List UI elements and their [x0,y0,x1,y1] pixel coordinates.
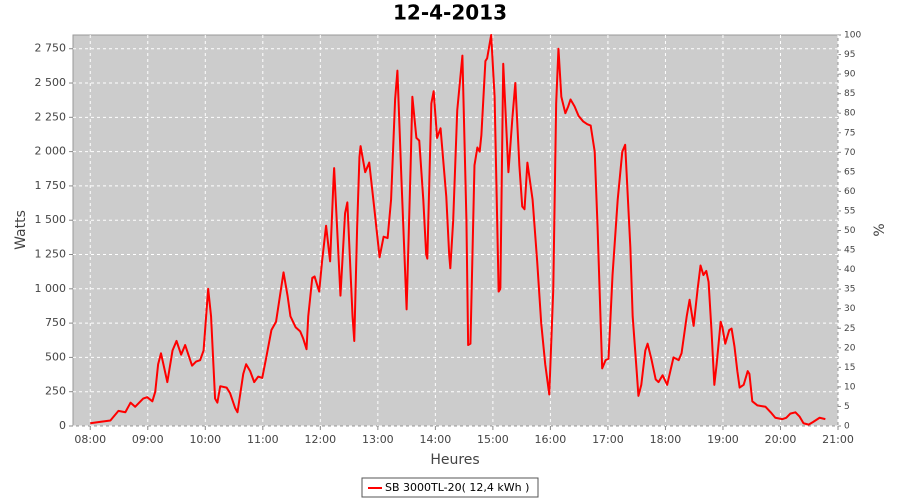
y2-tick-label: 15 [844,363,855,373]
y2-tick-label: 0 [844,422,850,432]
y2-tick-label: 40 [844,265,856,275]
y2-tick-label: 5 [844,402,850,412]
x-tick-label: 21:00 [822,433,854,446]
series-line [90,34,826,426]
y2-tick-label: 65 [844,167,855,177]
y2-tick-label: 80 [844,109,856,119]
y2-tick-label: 25 [844,324,855,334]
x-tick-label: 11:00 [247,433,279,446]
y-tick-label: 1 500 [35,213,67,226]
y-tick-label: 2 250 [35,110,67,123]
legend [361,477,539,498]
y-tick-label: 0 [59,419,66,432]
x-tick-label: 19:00 [707,433,739,446]
x-tick-label: 15:00 [477,433,509,446]
y-tick-label: 250 [45,385,66,398]
y-tick-label: 2 500 [35,76,67,89]
x-axis-title: Heures [430,452,479,468]
y-tick-label: 2 000 [35,145,67,158]
y2-tick-label: 85 [844,89,855,99]
y-tick-label: 2 750 [35,42,67,55]
y2-tick-label: 45 [844,246,855,256]
x-tick-label: 16:00 [535,433,567,446]
x-tick-label: 10:00 [189,433,221,446]
y-tick-label: 1 250 [35,248,67,261]
y2-axis-title: % [872,223,888,236]
y-tick-label: 750 [45,316,66,329]
y2-tick-label: 95 [844,50,855,60]
x-tick-label: 20:00 [765,433,797,446]
y2-tick-label: 60 [844,187,856,197]
y2-tick-label: 20 [844,343,856,353]
legend-label: SB 3000TL-20( 12,4 kWh ) [385,481,529,494]
y-tick-label: 500 [45,350,66,363]
x-tick-label: 12:00 [304,433,336,446]
x-tick-label: 09:00 [132,433,164,446]
y2-tick-label: 30 [844,304,856,314]
y2-tick-label: 70 [844,148,856,158]
y2-tick-label: 75 [844,128,855,138]
y2-tick-label: 55 [844,206,855,216]
x-tick-label: 17:00 [592,433,624,446]
x-tick-label: 14:00 [420,433,452,446]
y-axis-title: Watts [13,210,29,250]
y2-tick-label: 90 [844,70,856,80]
x-tick-label: 18:00 [650,433,682,446]
y-tick-label: 1 000 [35,282,67,295]
x-tick-label: 13:00 [362,433,394,446]
chart-title: 12-4-2013 [393,1,507,25]
y2-tick-label: 10 [844,382,856,392]
x-tick-label: 08:00 [74,433,106,446]
y-tick-label: 1 750 [35,179,67,192]
y2-tick-label: 100 [844,31,861,41]
y2-tick-label: 35 [844,285,855,295]
y2-tick-label: 50 [844,226,856,236]
